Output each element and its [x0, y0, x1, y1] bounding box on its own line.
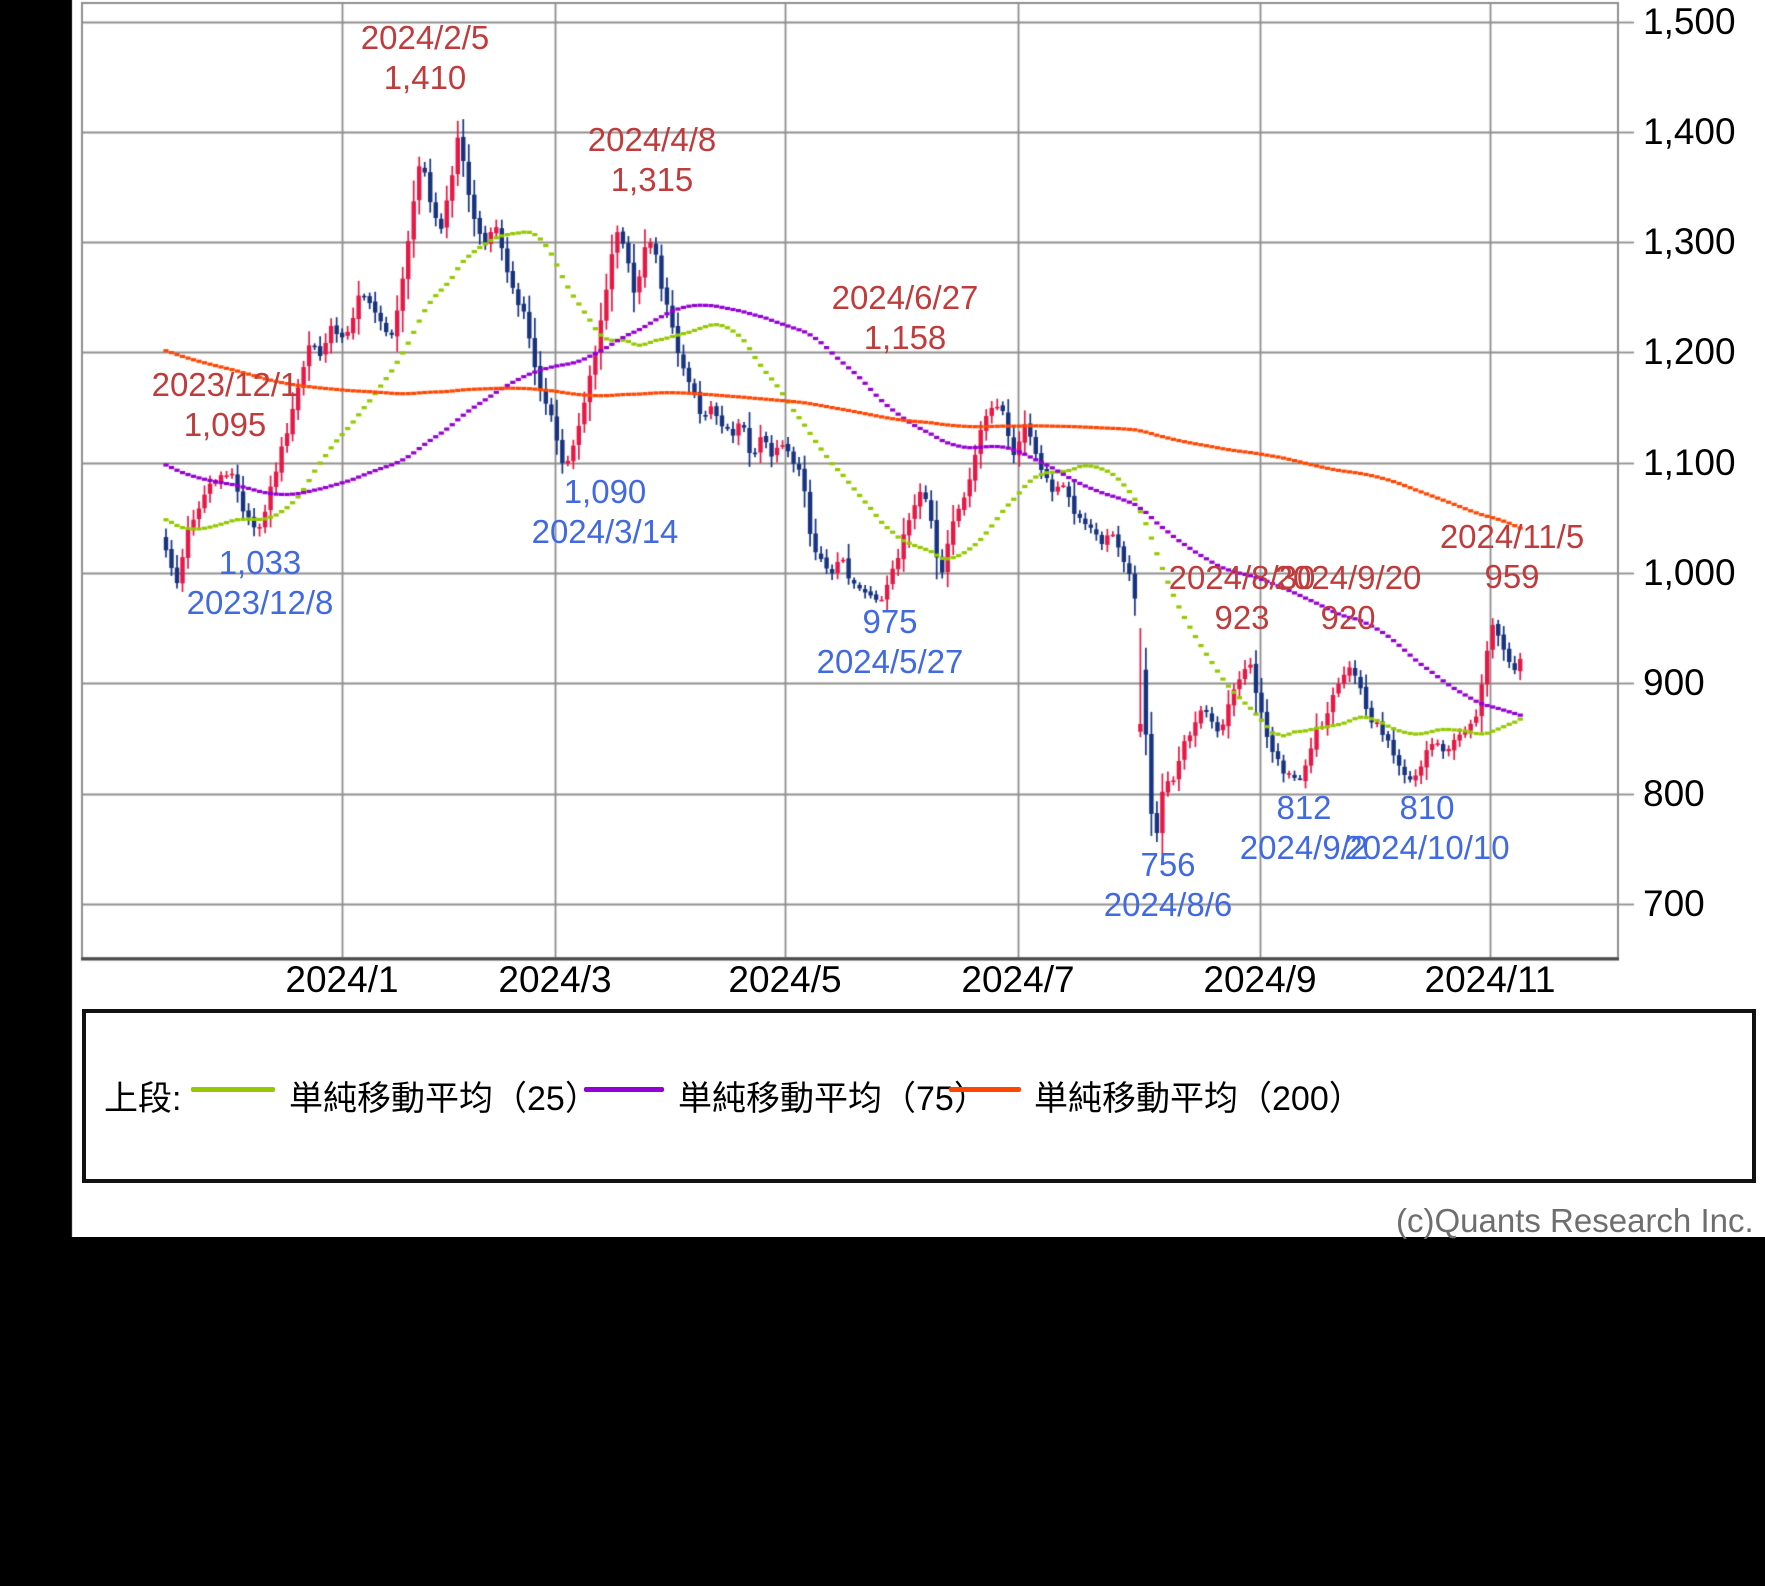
legend-item-sma75: 単純移動平均（75） — [678, 1080, 988, 1118]
annotation-line2: 2023/12/8 — [186, 584, 334, 621]
annotation-low: 812 2024/9/2 — [1144, 788, 1464, 868]
annotation-low: 810 2024/10/10 — [1267, 788, 1587, 868]
y-axis-tick-label: 1,500 — [1643, 0, 1736, 42]
annotation-line1: 812 — [1276, 789, 1332, 826]
annotation-line2: 923 — [1214, 599, 1270, 636]
annotation-high: 2024/6/27 1,158 — [745, 278, 1065, 358]
annotation-high: 2024/2/5 1,410 — [265, 18, 585, 98]
annotation-line2: 2024/5/27 — [816, 643, 964, 680]
annotation-line1: 1,090 — [563, 473, 647, 510]
annotation-high: 2024/9/20 920 — [1188, 558, 1508, 638]
x-axis-tick-label: 2024/3 — [498, 959, 612, 1000]
annotation-line1: 1,033 — [218, 544, 302, 581]
x-axis-tick-label: 2024/7 — [961, 959, 1075, 1000]
annotation-low: 1,090 2024/3/14 — [445, 472, 765, 552]
legend-row: 上段: 単純移動平均（25） 単純移動平均（75） 単純移動平均（200） — [86, 1071, 1752, 1118]
y-axis-tick-label: 1,000 — [1643, 551, 1736, 593]
copyright: (c)Quants Research Inc. — [1396, 1202, 1754, 1239]
annotation-low: 756 2024/8/6 — [1008, 845, 1328, 925]
annotation-line2: 1,315 — [610, 161, 694, 198]
annotation-low: 1,033 2023/12/8 — [100, 543, 420, 623]
annotation-line2: 1,410 — [383, 59, 467, 96]
x-axis-tick-label: 2024/9 — [1203, 959, 1317, 1000]
annotation-line1: 975 — [862, 603, 918, 640]
annotation-line2: 2024/8/6 — [1103, 886, 1233, 923]
annotation-line2: 1,095 — [183, 406, 267, 443]
annotation-low: 975 2024/5/27 — [730, 602, 1050, 682]
annotation-high: 2023/12/1 1,095 — [65, 365, 385, 445]
annotation-line2: 2024/10/10 — [1344, 829, 1510, 866]
annotation-line1: 2024/11/5 — [1439, 518, 1585, 555]
legend-item-sma200: 単純移動平均（200） — [1034, 1080, 1363, 1118]
annotation-high: 2024/4/8 1,315 — [492, 120, 812, 200]
x-axis-tick-label: 2024/1 — [285, 959, 399, 1000]
annotation-high: 2024/8/30 923 — [1082, 558, 1402, 638]
sma75-line-swatch — [584, 1087, 664, 1092]
y-axis-tick-label: 700 — [1643, 882, 1705, 924]
y-axis-tick-label: 1,200 — [1643, 331, 1736, 373]
y-axis-tick-label: 1,400 — [1643, 110, 1736, 152]
annotation-line2: 920 — [1320, 599, 1376, 636]
annotation-line1: 756 — [1140, 846, 1196, 883]
annotation-line1: 2024/2/5 — [360, 19, 490, 56]
annotation-line1: 2024/8/30 — [1168, 559, 1316, 596]
y-axis-tick-label: 1,300 — [1643, 221, 1736, 263]
annotation-line2: 1,158 — [863, 319, 947, 356]
x-axis-tick-label: 2024/11 — [1424, 959, 1556, 1000]
annotation-line1: 2023/12/1 — [151, 366, 299, 403]
sma200-line-swatch — [949, 1087, 1021, 1092]
annotation-line2: 2024/9/2 — [1239, 829, 1369, 866]
legend-prefix-label: 上段: — [104, 1080, 182, 1118]
annotation-line1: 810 — [1399, 789, 1455, 826]
annotation-line2: 2024/3/14 — [531, 513, 679, 550]
annotation-high: 2024/11/5 959 — [1352, 517, 1672, 597]
legend-item-sma25: 単純移動平均（25） — [289, 1080, 599, 1118]
legend: 上段: 単純移動平均（25） 単純移動平均（75） 単純移動平均（200） — [82, 1009, 1756, 1183]
annotation-line1: 2024/9/20 — [1274, 559, 1422, 596]
annotation-line1: 2024/4/8 — [587, 121, 717, 158]
y-axis-tick-label: 1,100 — [1643, 441, 1736, 483]
annotation-line2: 959 — [1484, 558, 1540, 595]
y-axis-tick-label: 800 — [1643, 772, 1705, 814]
annotation-line1: 2024/6/27 — [831, 279, 979, 316]
x-axis-tick-label: 2024/5 — [728, 959, 842, 1000]
y-axis-tick-label: 900 — [1643, 662, 1705, 704]
sma25-line-swatch — [191, 1087, 275, 1092]
